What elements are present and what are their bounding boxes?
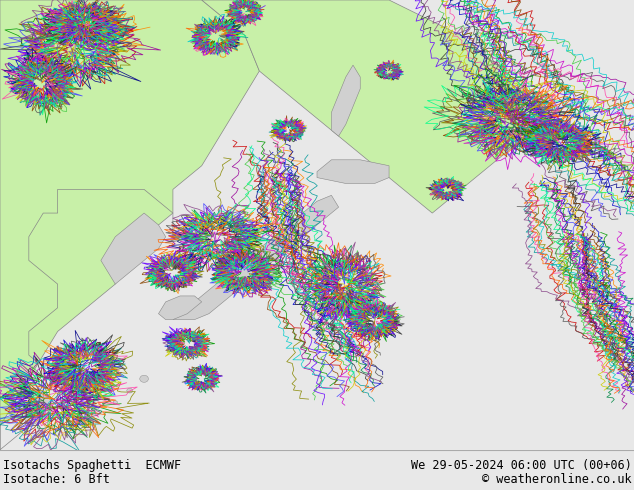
Circle shape bbox=[127, 388, 133, 393]
Polygon shape bbox=[317, 160, 389, 183]
Circle shape bbox=[113, 401, 117, 404]
Circle shape bbox=[139, 375, 148, 382]
Polygon shape bbox=[0, 0, 259, 450]
Polygon shape bbox=[173, 196, 339, 319]
Text: Isotachs Spaghetti  ECMWF: Isotachs Spaghetti ECMWF bbox=[3, 459, 181, 472]
Text: © weatheronline.co.uk: © weatheronline.co.uk bbox=[482, 473, 632, 486]
Polygon shape bbox=[101, 213, 165, 284]
Polygon shape bbox=[158, 296, 202, 319]
Text: Isotache: 6 Bft: Isotache: 6 Bft bbox=[3, 473, 110, 486]
Polygon shape bbox=[332, 65, 360, 136]
Text: We 29-05-2024 06:00 UTC (00+06): We 29-05-2024 06:00 UTC (00+06) bbox=[411, 459, 632, 472]
Polygon shape bbox=[22, 391, 51, 426]
Polygon shape bbox=[202, 0, 548, 213]
